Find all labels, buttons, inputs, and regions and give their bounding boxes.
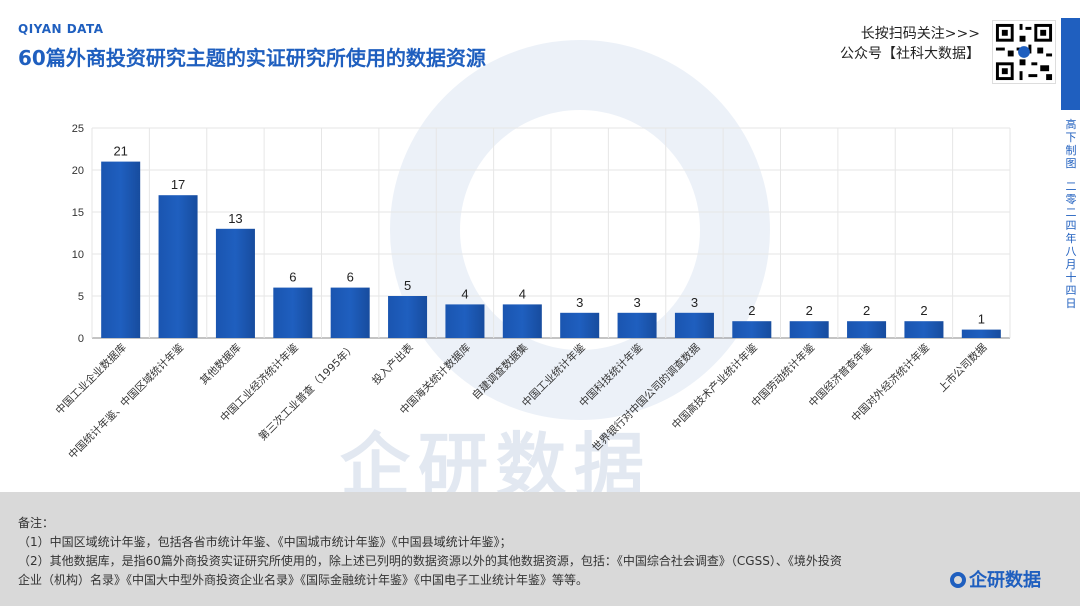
- y-tick-label: 10: [72, 249, 84, 261]
- x-tick-label: 世界银行对中国公司的调查数据: [589, 341, 702, 454]
- bar-value-label: 4: [461, 286, 468, 301]
- bar-value-label: 13: [228, 211, 242, 226]
- bar: [101, 161, 141, 338]
- bar-value-label: 1: [978, 312, 985, 327]
- logo-mark-icon: [950, 572, 966, 588]
- bar: [847, 321, 887, 338]
- note-line-2: （2）其他数据库，是指60篇外商投资实证研究所使用的，除上述已列明的数据资源以外…: [18, 554, 842, 568]
- x-tick-label: 投入产出表: [369, 341, 416, 388]
- qr-caption-line1: 长按扫码关注>>>: [860, 26, 980, 42]
- bar: [330, 287, 370, 338]
- bar-value-label: 2: [863, 303, 870, 318]
- brand-label: QIYAN DATA: [18, 22, 104, 36]
- bar-value-label: 17: [171, 177, 185, 192]
- chart-grid: [91, 127, 1011, 339]
- bar: [445, 304, 485, 338]
- qr-caption-line2: 公众号【社科大数据】: [840, 46, 980, 62]
- bar-value-label: 3: [633, 295, 640, 310]
- bar: [789, 321, 829, 338]
- y-tick-label: 0: [78, 333, 84, 345]
- y-tick-label: 25: [72, 123, 84, 135]
- note-line-1: （1）中国区域统计年鉴，包括各省市统计年鉴、《中国城市统计年鉴》《中国县域统计年…: [18, 535, 512, 549]
- side-date-label: 二零二四年八月十四日: [1065, 180, 1077, 310]
- side-accent-bar: [1061, 18, 1080, 110]
- bar: [560, 312, 600, 338]
- brand-logo: 企研数据: [950, 566, 1041, 592]
- x-tick-label: 自建调查数据集: [469, 341, 531, 403]
- bar-value-label: 5: [404, 278, 411, 293]
- y-axis-ticks: 0 5 10 15 20 25: [72, 123, 84, 345]
- side-author-label: 高下制图: [1065, 118, 1077, 170]
- bar: [732, 321, 772, 338]
- x-tick-label: 中国统计年鉴、中国区域统计年鉴: [66, 341, 187, 462]
- y-tick-label: 20: [72, 165, 84, 177]
- note-line-3: 企业（机构）名录》《中国大中型外商投资企业名录》《国际金融统计年鉴》《中国电子工…: [18, 573, 589, 587]
- bar: [502, 304, 542, 338]
- footer-notes: [0, 492, 1080, 606]
- bar: [215, 228, 255, 338]
- chart-bars: [101, 161, 1001, 338]
- bar-value-label: 6: [347, 270, 354, 285]
- bar-value-label: 3: [691, 295, 698, 310]
- bar: [674, 312, 714, 338]
- bar-value-label: 2: [806, 303, 813, 318]
- x-tick-label: 上市公司数据: [936, 341, 990, 395]
- bar: [961, 329, 1001, 338]
- x-tick-label: 第三次工业普查（1995年）: [256, 341, 358, 443]
- x-tick-label: 其他数据库: [197, 341, 243, 387]
- y-tick-label: 15: [72, 207, 84, 219]
- bar-value-label: 6: [289, 270, 296, 285]
- bar: [158, 195, 198, 338]
- bar-value-label: 3: [576, 295, 583, 310]
- bar: [904, 321, 944, 338]
- bar: [388, 296, 428, 338]
- qr-caption: 长按扫码关注>>> 公众号【社科大数据】: [840, 24, 980, 64]
- y-tick-label: 5: [78, 291, 84, 303]
- bar-value-label: 2: [748, 303, 755, 318]
- bar-value-label: 4: [519, 286, 526, 301]
- qr-code-icon[interactable]: [992, 20, 1056, 84]
- bar: [617, 312, 657, 338]
- page-title: 60篇外商投资研究主题的实证研究所使用的数据资源: [18, 46, 486, 70]
- bar-value-label: 21: [113, 144, 127, 159]
- bar: [273, 287, 313, 338]
- bar-value-label: 2: [920, 303, 927, 318]
- logo-text: 企研数据: [969, 570, 1041, 591]
- note-title: 备注：: [18, 516, 55, 530]
